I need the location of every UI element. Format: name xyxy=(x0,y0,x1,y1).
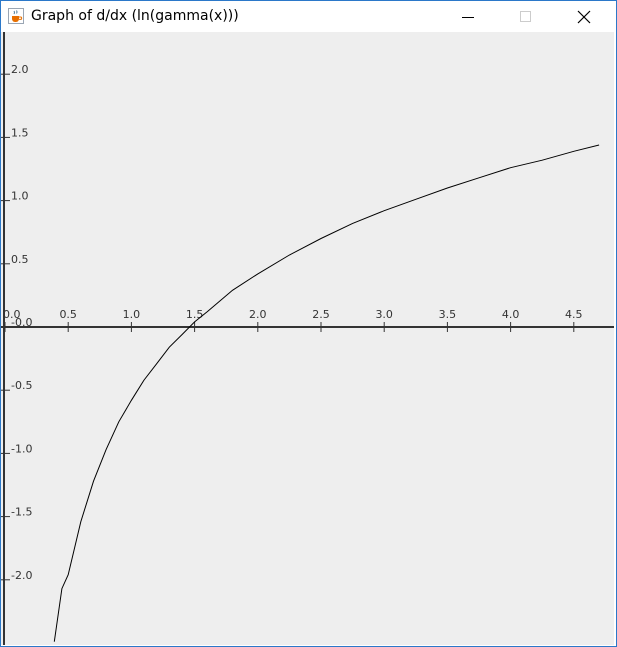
y-tick-label: -1.0 xyxy=(11,442,32,455)
y-tick-label: -0.0 xyxy=(11,316,32,329)
maximize-button[interactable] xyxy=(503,1,549,32)
x-tick-label: 4.5 xyxy=(565,308,583,321)
window-title: Graph of d/dx (ln(gamma(x))) xyxy=(31,8,239,24)
x-tick-label: 1.0 xyxy=(123,308,141,321)
graph-panel: 0.0 0.5 1.0 1.5 2.0 2.5 3.0 3.5 4.0 4.5 2.0 1.5 1.0 0… xyxy=(1,32,614,645)
x-tick-label: 0.5 xyxy=(59,308,77,321)
graph-chart: 0.0 0.5 1.0 1.5 2.0 2.5 3.0 3.5 4.0 4.5 2.0 1.5 1.0 0… xyxy=(1,32,614,645)
x-tick-label: 1.5 xyxy=(186,308,204,321)
x-tick-label: 3.0 xyxy=(375,308,393,321)
y-tick-label: 0.5 xyxy=(11,253,29,266)
y-tick-label: 2.0 xyxy=(11,63,29,76)
minimize-button[interactable] xyxy=(445,1,491,32)
y-tick-label: 1.5 xyxy=(11,126,29,139)
x-tick-label: 2.0 xyxy=(249,308,267,321)
x-tick-label: 0.0 xyxy=(3,308,21,321)
x-tick-label: 3.5 xyxy=(439,308,457,321)
y-tick-label: -0.5 xyxy=(11,379,32,392)
y-tick-label: 1.0 xyxy=(11,190,29,203)
series-line xyxy=(53,144,600,642)
y-tick-label: -1.5 xyxy=(11,506,32,519)
maximize-icon xyxy=(520,10,531,22)
x-tick-label: 2.5 xyxy=(312,308,330,321)
x-tick-label: 4.0 xyxy=(502,308,520,321)
title-bar[interactable]: Graph of d/dx (ln(gamma(x))) xyxy=(1,1,616,32)
minimize-icon xyxy=(462,16,474,18)
close-button[interactable] xyxy=(561,1,607,32)
java-cup-icon xyxy=(8,8,24,24)
y-tick-label: -2.0 xyxy=(11,569,32,582)
close-icon xyxy=(577,10,591,23)
